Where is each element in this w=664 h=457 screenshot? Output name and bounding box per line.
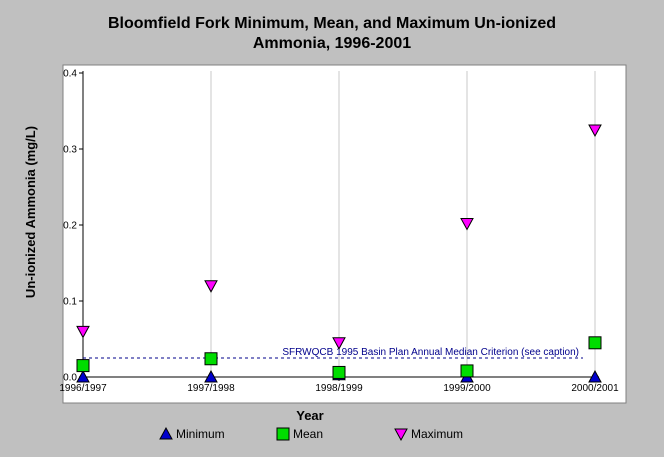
x-tick-label: 1999/2000: [443, 383, 491, 394]
y-axis-title: Un-ionized Ammonia (mg/L): [23, 126, 38, 298]
data-marks: [76, 124, 602, 383]
reference-line-label: SFRWQCB 1995 Basin Plan Annual Median Cr…: [282, 347, 579, 358]
point-maximum: [332, 337, 346, 350]
plot-area: [62, 64, 627, 404]
y-tick-label: 0.3: [63, 145, 77, 156]
point-maximum: [76, 325, 90, 339]
x-tick-label: 1996/1997: [59, 383, 107, 394]
point-maximum: [204, 280, 218, 293]
x-tick-label: 1998/1999: [315, 383, 363, 394]
chart-title-line-2: Ammonia, 1996-2001: [252, 35, 412, 52]
y-tick-label: 0.4: [63, 69, 77, 80]
legend-marker-mean: [276, 427, 290, 441]
legend-label-maximum: Maximum: [411, 427, 463, 441]
point-minimum: [588, 369, 602, 383]
x-tick-label: 1997/1998: [187, 383, 235, 394]
point-mean: [588, 336, 602, 350]
y-tick-label: 0.2: [63, 221, 77, 232]
y-tick-label: 0.1: [63, 297, 77, 308]
legend-marker-minimum: [159, 426, 173, 440]
chart-title-line-1: Bloomfield Fork Minimum, Mean, and Maxim…: [107, 15, 557, 32]
point-mean: [332, 365, 346, 379]
point-mean: [460, 364, 474, 378]
point-maximum: [588, 124, 602, 138]
legend-label-mean: Mean: [293, 427, 323, 441]
point-mean: [204, 352, 218, 366]
point-minimum: [76, 369, 90, 383]
y-tick-label: 0.0: [63, 373, 77, 384]
point-maximum: [460, 217, 474, 231]
point-minimum: [204, 369, 218, 383]
tick-labels: 0.0 0.1 0.2 0.3 0.4 1996/1997 1997/1998 1998/19…: [59, 69, 619, 395]
legend: Minimum Mean Maximum: [159, 426, 463, 442]
x-axis-title: Year: [296, 408, 323, 423]
legend-marker-maximum: [394, 428, 408, 442]
reference-line-group: SFRWQCB 1995 Basin Plan Annual Median Cr…: [83, 347, 583, 359]
legend-label-minimum: Minimum: [176, 427, 225, 441]
x-tick-label: 2000/2001: [571, 383, 619, 394]
point-mean: [76, 359, 90, 373]
